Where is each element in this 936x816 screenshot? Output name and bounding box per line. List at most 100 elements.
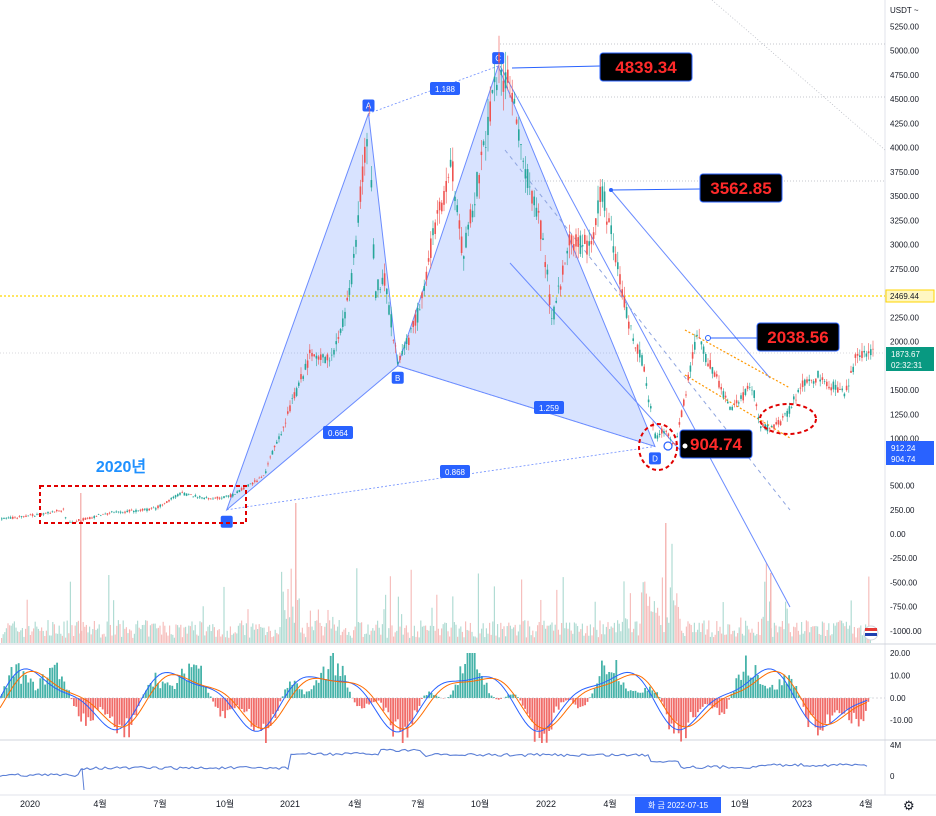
volume-bar xyxy=(573,622,575,643)
volume-bar xyxy=(767,620,769,643)
volume-bar xyxy=(476,637,478,643)
volume-bar xyxy=(836,622,838,643)
candle-body xyxy=(309,349,311,354)
candle-body xyxy=(399,355,401,360)
candle-body xyxy=(861,351,863,358)
volume-bar xyxy=(85,624,87,643)
volume-bar xyxy=(506,626,508,643)
candle-body xyxy=(256,480,258,482)
candle-body xyxy=(621,289,623,297)
volume-bar xyxy=(517,631,519,643)
oscillator-bar xyxy=(574,698,577,705)
volume-bar xyxy=(308,626,310,643)
volume-bar xyxy=(354,626,356,643)
candle-body xyxy=(614,253,617,263)
oscillator-bar xyxy=(524,698,526,709)
oscillator-bar xyxy=(277,698,279,711)
candle-body xyxy=(344,311,346,319)
volume-bar xyxy=(596,629,598,643)
candle-body xyxy=(597,200,599,214)
candle-body xyxy=(331,354,333,356)
volume-bar xyxy=(252,623,254,643)
volume-bar xyxy=(109,624,111,643)
volume-bar xyxy=(249,637,251,643)
volume-bar xyxy=(345,628,347,643)
gear-icon[interactable]: ⚙ xyxy=(903,798,915,813)
ratio-label: 0.868 xyxy=(445,468,466,477)
volume-bar xyxy=(861,635,863,643)
oscillator-bar xyxy=(332,653,334,698)
volume-bar xyxy=(565,622,567,643)
volume-bar xyxy=(793,626,795,643)
volume-bar xyxy=(215,636,217,643)
volume-bar xyxy=(418,637,420,643)
candle-body xyxy=(529,186,531,188)
volume-bar xyxy=(9,625,11,643)
oscillator-bar xyxy=(680,698,682,742)
oscillator-bar xyxy=(550,698,553,730)
oscillator-bar xyxy=(260,698,262,731)
volume-bar xyxy=(684,635,686,643)
volume-bar xyxy=(441,628,443,643)
volume-bar xyxy=(444,622,446,643)
volume-bar xyxy=(146,620,148,643)
oscillator-bar xyxy=(781,685,783,698)
volume-bar xyxy=(282,591,284,643)
volume-bar xyxy=(505,636,507,643)
volume-bar xyxy=(618,623,620,643)
oscillator-bar xyxy=(461,673,464,698)
candle-body xyxy=(289,405,291,412)
candle-body xyxy=(608,218,610,223)
volume-bar xyxy=(261,627,263,643)
volume-bar xyxy=(783,629,785,643)
volume-bar xyxy=(629,593,631,643)
volume-bar xyxy=(487,633,489,643)
oscillator-bar xyxy=(776,689,778,698)
candle-body xyxy=(29,514,32,516)
flag-stripe xyxy=(865,633,877,636)
candle-body xyxy=(755,404,758,407)
oscillator-bar xyxy=(365,698,368,704)
candle-body xyxy=(647,399,650,403)
volume-bar xyxy=(234,632,236,643)
volume-bar xyxy=(13,621,15,643)
volume-bar xyxy=(340,635,342,643)
volume-bar xyxy=(583,635,585,643)
oscillator-bar xyxy=(34,690,37,698)
oscillator-bar xyxy=(735,678,738,698)
volume-bar xyxy=(47,620,49,643)
oscillator-bar xyxy=(344,675,346,698)
oscillator-bar xyxy=(836,698,838,711)
volume-bar xyxy=(81,630,83,643)
candle-body xyxy=(504,72,507,89)
trendline-lower xyxy=(509,262,681,451)
oscillator-bar xyxy=(195,665,198,698)
oscillator-bar xyxy=(173,689,176,698)
volume-bar xyxy=(858,627,860,643)
candle-body xyxy=(799,387,802,389)
volume-bar xyxy=(764,581,766,643)
volume-bar xyxy=(193,630,195,643)
volume-bar xyxy=(399,626,401,643)
oscillator-bar xyxy=(166,682,169,698)
oscillator-bar xyxy=(159,688,162,698)
candle-body xyxy=(746,385,749,389)
volume-bar xyxy=(458,628,460,643)
volume-bar xyxy=(284,610,286,643)
volume-bar xyxy=(601,634,603,643)
candle-body xyxy=(62,508,65,510)
volume-bar xyxy=(522,621,524,643)
oscillator-bar xyxy=(728,698,730,700)
volume-bar xyxy=(661,577,663,643)
volume-bar xyxy=(655,612,657,643)
volume-bar xyxy=(545,628,547,643)
candle-body xyxy=(603,191,606,211)
y-tick-label: 0.00 xyxy=(890,530,906,539)
oscillator-bar xyxy=(310,689,313,698)
candle-body xyxy=(592,232,595,239)
countdown-label: 02:32:31 xyxy=(891,361,923,370)
oscillator-bar xyxy=(219,698,222,717)
volume-bar xyxy=(455,624,457,643)
